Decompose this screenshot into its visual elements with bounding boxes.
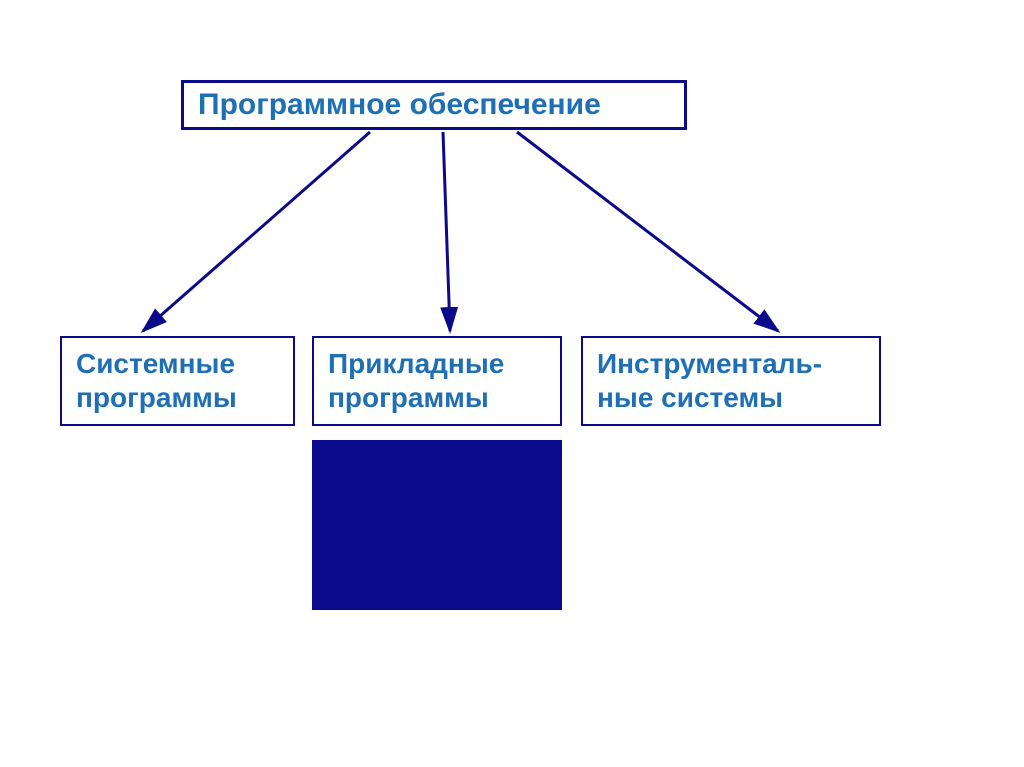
edge-root-mid xyxy=(443,132,450,331)
node-label-left: Системные программы xyxy=(76,347,279,414)
node-root: Программное обеспечение xyxy=(181,80,687,130)
node-right: Инструменталь-ные системы xyxy=(581,336,881,426)
node-label-root: Программное обеспечение xyxy=(198,87,601,123)
edge-root-left xyxy=(143,132,370,331)
node-label-right: Инструменталь-ные системы xyxy=(597,347,865,414)
node-left: Системные программы xyxy=(60,336,295,426)
edge-root-right xyxy=(517,132,778,331)
node-mid: Прикладные программы xyxy=(312,336,562,426)
node-label-mid: Прикладные программы xyxy=(328,347,546,414)
node-block xyxy=(312,440,562,610)
